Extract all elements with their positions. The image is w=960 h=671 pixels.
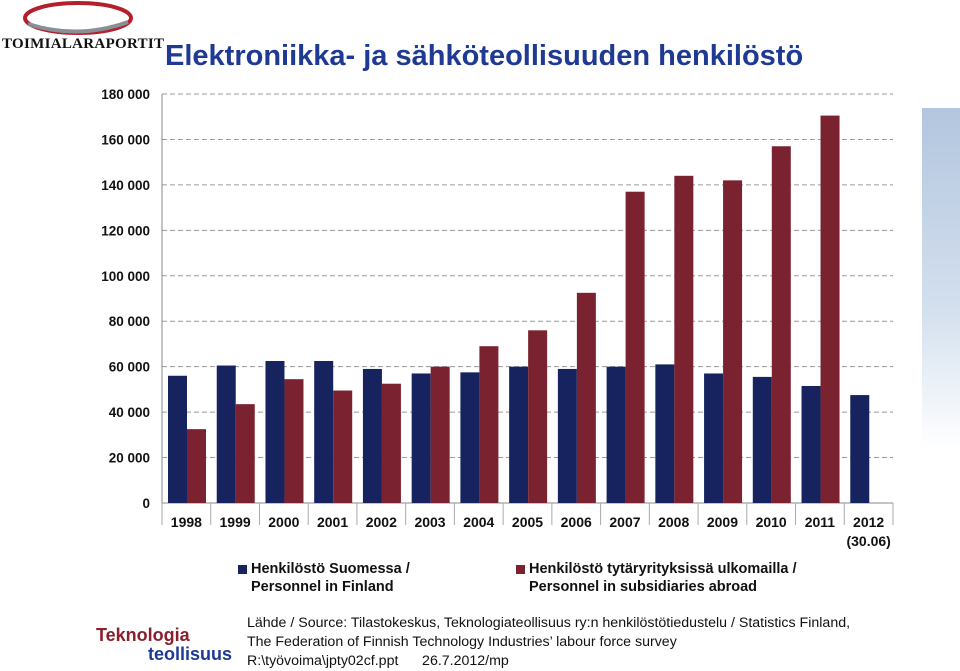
y-tick-label: 160 000 xyxy=(101,132,150,147)
bar-abroad xyxy=(187,429,206,503)
y-tick-label: 60 000 xyxy=(109,360,150,375)
bar-abroad xyxy=(381,383,401,503)
x-tick-label: 2004 xyxy=(463,514,494,530)
source-line-2: The Federation of Finnish Technology Ind… xyxy=(247,634,677,650)
y-tick-label: 140 000 xyxy=(101,178,150,193)
bar-finland xyxy=(509,366,529,503)
bar-finland xyxy=(801,385,821,503)
teknologiateollisuus-logo: Teknologia teollisuus xyxy=(96,626,232,664)
source-line-3: R:\työvoima\jpty02cf.ppt 26.7.2012/mp xyxy=(247,653,509,669)
x-tick-label: 2002 xyxy=(366,514,397,530)
y-tick-label: 20 000 xyxy=(109,451,150,466)
y-tick-label: 0 xyxy=(142,496,150,511)
x-tick-label: 1999 xyxy=(220,514,251,530)
bar-abroad xyxy=(820,115,840,503)
legend-label-abroad-line1: Henkilöstö tytäryrityksissä ulkomailla / xyxy=(529,561,797,577)
source-note: Lähde / Source: Tilastokeskus, Teknologi… xyxy=(247,614,850,671)
bar-finland xyxy=(314,360,334,503)
bar-finland xyxy=(411,373,431,503)
bar-abroad xyxy=(284,379,304,503)
x-tick-label: 1998 xyxy=(171,514,202,530)
x-tick-label: 2005 xyxy=(512,514,543,530)
bar-finland xyxy=(704,373,724,503)
legend-swatch-finland xyxy=(238,565,247,574)
legend-swatch-abroad xyxy=(516,565,525,574)
bar-abroad xyxy=(576,292,596,503)
x-tick-label: 2009 xyxy=(707,514,738,530)
bar-finland xyxy=(265,360,285,503)
bar-finland xyxy=(655,364,675,503)
legend-item-finland: Henkilöstö Suomessa / Personnel in Finla… xyxy=(238,560,410,596)
legend-label-finland-line2: Personnel in Finland xyxy=(251,579,394,595)
bar-finland xyxy=(557,368,577,503)
x-tick-label: 2012 xyxy=(853,514,884,530)
legend-label-abroad-line2: Personnel in subsidiaries abroad xyxy=(529,579,758,595)
bar-finland xyxy=(460,372,480,503)
bar-finland xyxy=(752,376,772,503)
x-tick-label: 2008 xyxy=(658,514,689,530)
bar-abroad xyxy=(723,180,743,503)
bar-abroad xyxy=(625,191,645,503)
x-tick-label: 2006 xyxy=(561,514,592,530)
bar-abroad xyxy=(479,346,499,503)
legend-item-abroad: Henkilöstö tytäryrityksissä ulkomailla /… xyxy=(516,560,797,596)
y-tick-label: 180 000 xyxy=(101,87,150,102)
source-line-1: Lähde / Source: Tilastokeskus, Teknologi… xyxy=(247,615,851,631)
bar-abroad xyxy=(674,175,694,504)
top-logo-text: TOIMIALARAPORTIT xyxy=(2,36,165,52)
bar-finland xyxy=(362,368,382,503)
bottom-logo-line2: teollisuus xyxy=(148,644,233,664)
x-tick-label: 2001 xyxy=(317,514,348,530)
bar-abroad xyxy=(430,366,450,503)
side-decoration xyxy=(922,108,960,448)
y-tick-label: 40 000 xyxy=(109,405,150,420)
legend-label-finland-line1: Henkilöstö Suomessa / xyxy=(251,561,410,577)
x-tick-label: 2000 xyxy=(268,514,299,530)
bar-finland xyxy=(168,375,187,503)
x-tick-label: 2010 xyxy=(756,514,787,530)
x-tick-sublabel: (30.06) xyxy=(846,533,890,549)
y-tick-label: 100 000 xyxy=(101,269,150,284)
x-tick-label: 2007 xyxy=(609,514,640,530)
bar-finland xyxy=(216,365,236,503)
bar-finland xyxy=(850,395,870,503)
bar-chart: 180 000 160 000 140 000 120 000 100 000 80 00… xyxy=(101,87,894,549)
y-tick-label: 120 000 xyxy=(101,223,150,238)
bar-abroad xyxy=(771,146,791,503)
x-tick-label: 2003 xyxy=(414,514,445,530)
y-tick-label: 80 000 xyxy=(109,314,150,329)
toimialaraportit-logo: TOIMIALARAPORTIT xyxy=(0,0,164,60)
bar-finland xyxy=(606,366,626,503)
bar-abroad xyxy=(333,390,353,503)
chart-title: Elektroniikka- ja sähköteollisuuden henk… xyxy=(165,40,804,72)
bar-abroad xyxy=(528,330,548,503)
x-tick-label: 2011 xyxy=(805,514,836,530)
swoosh-logo-icon xyxy=(23,1,133,35)
bottom-logo-line1: Teknologia xyxy=(96,625,190,645)
bar-abroad xyxy=(235,404,255,503)
